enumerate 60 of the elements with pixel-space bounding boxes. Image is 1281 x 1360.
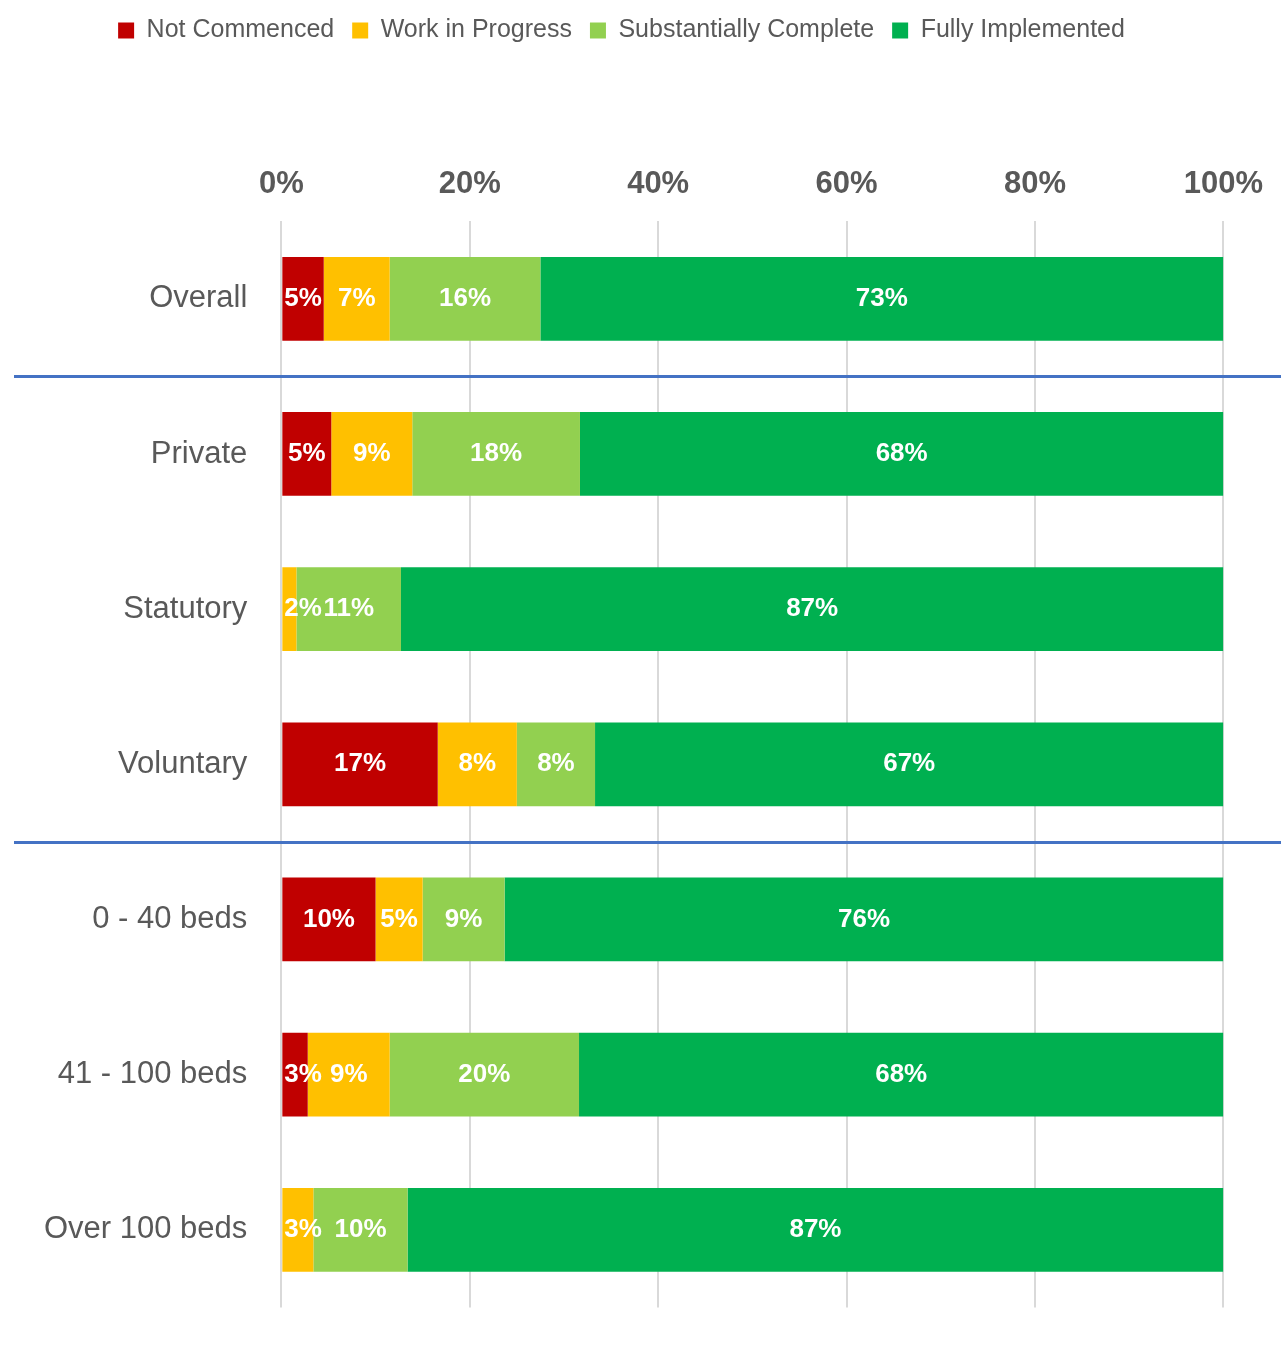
data-label: 76% xyxy=(837,902,890,933)
data-label: 87% xyxy=(786,592,839,623)
data-label: 5% xyxy=(288,437,326,468)
data-label: 68% xyxy=(875,1057,928,1088)
data-label: 73% xyxy=(855,281,908,312)
bar xyxy=(516,722,596,807)
data-label: 16% xyxy=(439,281,492,312)
data-label: 8% xyxy=(537,747,575,778)
x-tick-label: 80% xyxy=(1003,165,1066,201)
data-label: 3% xyxy=(284,1212,322,1243)
bar xyxy=(540,256,1224,341)
bar xyxy=(331,412,413,496)
bar xyxy=(389,256,541,341)
bar xyxy=(412,412,580,496)
y-tick-label: Statutory xyxy=(123,589,248,625)
bar xyxy=(437,722,517,807)
bar xyxy=(323,256,390,341)
bar xyxy=(282,722,438,807)
bar xyxy=(282,412,332,496)
data-label: 10% xyxy=(334,1212,387,1243)
data-label: 67% xyxy=(883,747,936,778)
y-tick-label: 0 - 40 beds xyxy=(92,900,248,936)
x-tick-label: 100% xyxy=(1183,165,1264,201)
data-label: 20% xyxy=(458,1057,511,1088)
bar xyxy=(282,256,324,341)
data-label: 10% xyxy=(302,902,355,933)
data-label: 87% xyxy=(789,1212,842,1243)
x-tick-label: 20% xyxy=(438,165,501,201)
data-label: 7% xyxy=(337,281,376,312)
data-label: 9% xyxy=(352,437,391,468)
y-tick-label: Over 100 beds xyxy=(43,1210,248,1246)
y-tick-label: Overall xyxy=(149,279,248,315)
bar xyxy=(422,877,505,962)
y-tick-label: 41 - 100 beds xyxy=(57,1055,248,1091)
legend-label: Substantially Complete xyxy=(618,14,875,43)
data-label: 9% xyxy=(444,902,483,933)
bar xyxy=(579,1032,1224,1117)
x-tick-label: 60% xyxy=(815,165,878,201)
bar xyxy=(400,567,1224,652)
legend-label: Work in Progress xyxy=(380,14,572,43)
y-tick-label: Voluntary xyxy=(118,744,248,780)
legend-label: Not Commenced xyxy=(146,14,335,43)
bar xyxy=(579,412,1224,496)
data-label: 17% xyxy=(334,747,387,778)
bar xyxy=(389,1032,580,1117)
data-label: 5% xyxy=(380,902,418,933)
bar xyxy=(595,722,1224,807)
data-label: 68% xyxy=(875,437,928,468)
data-label: 18% xyxy=(470,437,523,468)
legend-label: Fully Implemented xyxy=(920,14,1125,43)
data-label: 11% xyxy=(323,592,375,623)
x-tick-label: 0% xyxy=(258,165,304,201)
y-tick-label: Private xyxy=(150,434,248,470)
data-label: 9% xyxy=(329,1057,368,1088)
data-label: 8% xyxy=(458,747,497,778)
bar xyxy=(282,877,376,962)
data-label: 5% xyxy=(284,281,322,312)
bar xyxy=(407,1187,1224,1272)
x-tick-label: 40% xyxy=(627,165,690,201)
bar xyxy=(504,877,1224,962)
